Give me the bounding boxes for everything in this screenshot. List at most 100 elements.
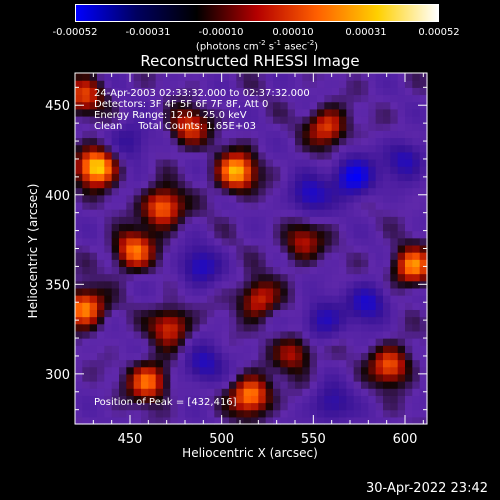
heatmap-cell xyxy=(155,252,164,260)
heatmap-cell xyxy=(82,101,91,110)
heatmap-cell xyxy=(265,273,274,282)
heatmap-cell xyxy=(75,266,83,275)
heatmap-cell xyxy=(419,230,428,239)
heatmap-cell xyxy=(97,73,105,81)
heatmap-cell xyxy=(346,395,355,404)
heatmap-cell xyxy=(375,230,384,239)
heatmap-cell xyxy=(295,373,303,382)
heatmap-cell xyxy=(295,345,303,353)
heatmap-cell xyxy=(214,108,223,117)
heatmap-cell xyxy=(126,273,135,282)
heatmap-cell xyxy=(89,151,98,160)
heatmap-cell xyxy=(412,373,421,382)
heatmap-cell xyxy=(75,130,83,139)
heatmap-cell xyxy=(295,287,303,296)
heatmap-cell xyxy=(221,201,230,210)
heatmap-cell xyxy=(199,108,208,117)
heatmap-cell xyxy=(375,295,384,303)
heatmap-cell xyxy=(104,287,113,296)
heatmap-cell xyxy=(75,216,83,225)
heatmap-cell xyxy=(229,244,237,253)
heatmap-cell xyxy=(317,158,325,167)
heatmap-cell xyxy=(163,130,171,139)
heatmap-cell xyxy=(339,201,347,210)
heatmap-cell xyxy=(317,295,325,303)
heatmap-cell xyxy=(339,209,347,217)
heatmap-cell xyxy=(97,373,105,382)
heatmap-cell xyxy=(375,266,384,275)
heatmap-cell xyxy=(207,115,215,124)
heatmap-cell xyxy=(280,259,289,267)
heatmap-cell xyxy=(214,101,223,110)
heatmap-cell xyxy=(163,216,171,225)
heatmap-cell xyxy=(375,87,384,96)
heatmap-cell xyxy=(251,345,259,353)
heatmap-cell xyxy=(133,123,142,131)
heatmap-cell xyxy=(199,359,208,368)
heatmap-cell xyxy=(199,295,208,303)
heatmap-cell xyxy=(309,137,318,146)
heatmap-cell xyxy=(243,73,252,81)
heatmap-cell xyxy=(141,388,149,396)
heatmap-cell xyxy=(339,287,347,296)
heatmap-cell xyxy=(229,194,237,203)
heatmap-cell xyxy=(243,187,252,196)
heatmap-cell xyxy=(324,323,333,332)
heatmap-cell xyxy=(265,381,274,389)
heatmap-cell xyxy=(192,280,201,289)
heatmap-cell xyxy=(317,338,325,346)
heatmap-cell xyxy=(419,237,428,246)
heatmap-cell xyxy=(295,416,303,425)
heatmap-cell xyxy=(192,244,201,253)
heatmap-cell xyxy=(111,187,120,196)
heatmap-cell xyxy=(148,338,157,346)
heatmap-cell xyxy=(163,151,171,160)
heatmap-cell xyxy=(265,209,274,217)
heatmap-cell xyxy=(346,180,355,189)
heatmap-cell xyxy=(155,373,164,382)
heatmap-cell xyxy=(141,402,149,411)
heatmap-cell xyxy=(199,287,208,296)
heatmap-cell xyxy=(75,87,83,96)
heatmap-cell xyxy=(317,216,325,225)
heatmap-cell xyxy=(214,130,223,139)
heatmap-cell xyxy=(75,237,83,246)
heatmap-cell xyxy=(207,209,215,217)
heatmap-cell xyxy=(229,266,237,275)
heatmap-cell xyxy=(111,366,120,375)
heatmap-cell xyxy=(229,359,237,368)
heatmap-cell xyxy=(280,323,289,332)
heatmap-cell xyxy=(375,115,384,124)
heatmap-cell xyxy=(346,216,355,225)
heatmap-cell xyxy=(133,252,142,260)
heatmap-cell xyxy=(126,209,135,217)
heatmap-cell xyxy=(295,216,303,225)
heatmap-cell xyxy=(155,216,164,225)
heatmap-cell xyxy=(207,366,215,375)
heatmap-cell xyxy=(229,187,237,196)
heatmap-cell xyxy=(412,381,421,389)
heatmap-cell xyxy=(324,137,333,146)
heatmap-cell xyxy=(287,73,296,81)
heatmap-cell xyxy=(405,280,413,289)
heatmap-cell xyxy=(89,237,98,246)
heatmap-cell xyxy=(251,173,259,182)
heatmap-cell xyxy=(368,266,377,275)
colorbar-tick-label: 0.00031 xyxy=(345,27,387,38)
heatmap-cell xyxy=(353,409,362,418)
heatmap-cell xyxy=(243,87,252,96)
heatmap-cell xyxy=(82,166,91,174)
heatmap-cell xyxy=(82,287,91,296)
heatmap-cell xyxy=(141,123,149,131)
heatmap-cell xyxy=(280,230,289,239)
heatmap-cell xyxy=(324,94,333,103)
heatmap-cell xyxy=(317,252,325,260)
heatmap-cell xyxy=(331,94,340,103)
heatmap-cell xyxy=(361,223,369,232)
heatmap-cell xyxy=(236,223,245,232)
heatmap-cell xyxy=(280,115,289,124)
heatmap-cell xyxy=(119,187,127,196)
heatmap-cell xyxy=(185,151,193,160)
heatmap-cell xyxy=(368,101,377,110)
heatmap-cell xyxy=(302,108,311,117)
